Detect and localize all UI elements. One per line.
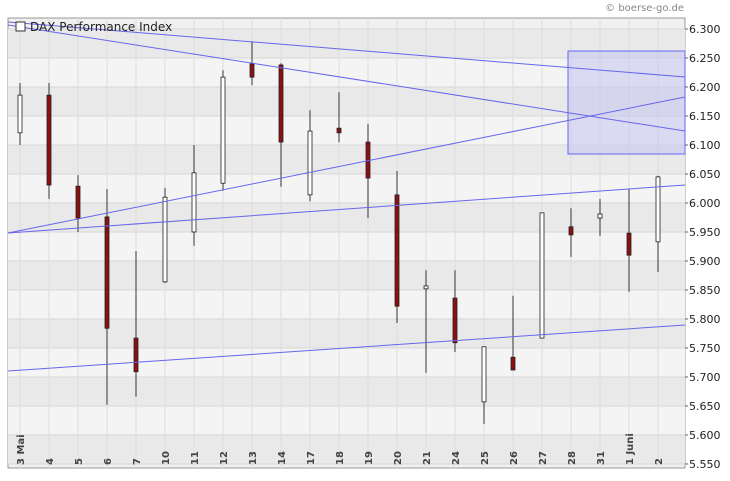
x-tick-label: 21 [422, 451, 433, 465]
candle-body [46, 94, 52, 186]
x-tick-label: 10 [161, 451, 172, 465]
grid-band [8, 434, 685, 464]
x-tick-label: 18 [335, 451, 346, 465]
candles [17, 41, 661, 424]
candle-body [17, 94, 23, 134]
y-tick-label: 6.000 [689, 197, 721, 210]
x-tick-label: 14 [277, 451, 288, 465]
x-tick-label: 2 [654, 458, 665, 465]
candle-body [162, 196, 168, 283]
candle-body [191, 172, 197, 233]
candle-body [104, 216, 110, 329]
x-tick-label: 12 [219, 451, 230, 465]
trendline [7, 324, 686, 372]
x-tick-label: 13 [248, 451, 259, 465]
x-tick-label: 5 [74, 458, 85, 465]
trendline [7, 24, 686, 132]
y-tick-label: 5.900 [689, 255, 721, 268]
y-tick-label: 5.600 [689, 429, 721, 442]
x-tick-label: 31 [596, 451, 607, 465]
grid [8, 18, 685, 468]
y-tick-label: 5.650 [689, 400, 721, 413]
x-tick-label: 27 [538, 451, 549, 465]
x-tick-label: 20 [393, 451, 404, 465]
candle-body [394, 194, 400, 307]
x-tick-label: 26 [509, 451, 520, 465]
y-tick-label: 6.300 [689, 23, 721, 36]
zone [567, 50, 686, 155]
x-tick-label: 4 [45, 458, 56, 465]
x-tick-label: 17 [306, 451, 317, 465]
candle-body [626, 232, 632, 256]
grid-band [8, 289, 685, 319]
candle-body [220, 76, 226, 184]
x-tick-label: 19 [364, 451, 375, 465]
trendline [7, 21, 686, 78]
candle-body [307, 130, 313, 196]
trendline [7, 184, 686, 234]
x-tick-label: 24 [451, 451, 462, 465]
grid-band [8, 318, 685, 348]
chart-title: DAX Performance Index [30, 20, 172, 34]
source: © boerse-go.de [605, 3, 684, 14]
candle-body [539, 212, 545, 339]
y-tick-label: 6.100 [689, 139, 721, 152]
y-tick-label: 5.950 [689, 226, 721, 239]
candle-body [336, 127, 342, 134]
candle-body [510, 356, 516, 371]
x-tick-label: 3 Mai [16, 434, 27, 465]
x-tick-label: 11 [190, 451, 201, 465]
y-tick-label: 5.850 [689, 284, 721, 297]
y-tick-label: 6.200 [689, 81, 721, 94]
drawings [7, 21, 686, 372]
candle-body [249, 63, 255, 78]
candle-body [568, 226, 574, 236]
x-tick-label: 25 [480, 451, 491, 465]
candle-body [452, 297, 458, 344]
candle-body [278, 64, 284, 143]
candle-body [481, 346, 487, 403]
y-tick-label: 6.250 [689, 52, 721, 65]
candle-body [423, 285, 429, 290]
grid-band [8, 376, 685, 406]
y-tick-label: 5.800 [689, 313, 721, 326]
candle-body [75, 185, 81, 219]
y-tick-label: 5.750 [689, 342, 721, 355]
x-tick-label: 28 [567, 451, 578, 465]
candle-body [597, 213, 603, 219]
grid-band [8, 202, 685, 232]
candle-body [655, 176, 661, 243]
y-tick-label: 6.150 [689, 110, 721, 123]
candle-body [133, 337, 139, 373]
y-tick-label: 5.550 [689, 458, 721, 471]
x-tick-label: 6 [103, 458, 114, 465]
grid-band [8, 231, 685, 261]
grid-band [8, 405, 685, 435]
legend-icon [15, 21, 26, 32]
grid-band [8, 347, 685, 377]
trendline [7, 96, 686, 234]
x-tick-label: 1 Juni [625, 433, 636, 465]
grid-band [8, 173, 685, 203]
grid-band [8, 260, 685, 290]
y-tick-label: 6.050 [689, 168, 721, 181]
y-tick-label: 5.700 [689, 371, 721, 384]
x-tick-label: 7 [132, 458, 143, 465]
